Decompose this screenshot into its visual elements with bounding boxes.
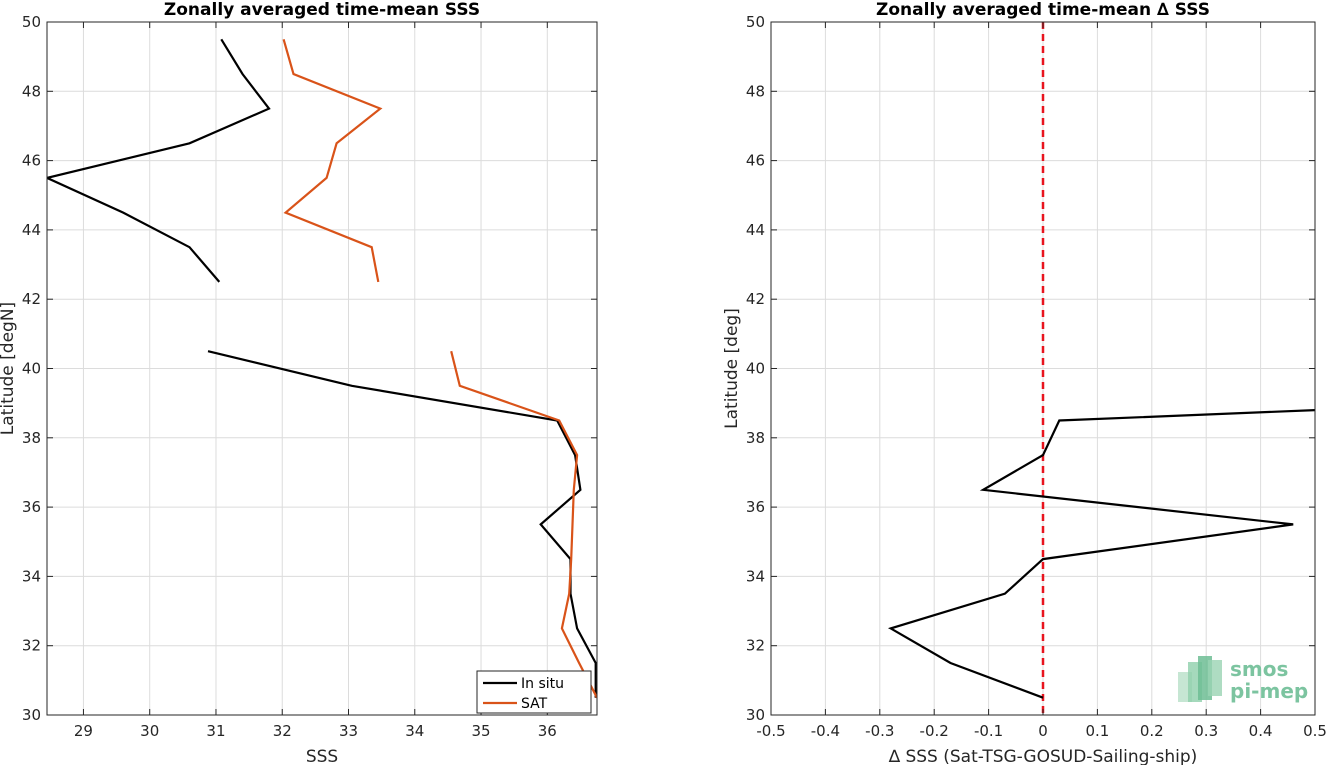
y-tick-label: 46 bbox=[746, 152, 765, 170]
x-axis-label: SSS bbox=[306, 747, 338, 765]
x-tick-label: 0.3 bbox=[1194, 722, 1218, 740]
y-tick-label: 38 bbox=[746, 429, 765, 447]
x-tick-label: 0.5 bbox=[1303, 722, 1327, 740]
x-tick-label: 0.4 bbox=[1249, 722, 1273, 740]
series-line-sat-seg-1 bbox=[450, 350, 597, 699]
x-tick-label: 32 bbox=[273, 722, 292, 740]
x-tick-label: -0.5 bbox=[756, 722, 785, 740]
y-tick-label: 30 bbox=[746, 706, 765, 724]
x-tick-label: -0.1 bbox=[974, 722, 1003, 740]
legend-entry: In situ bbox=[521, 676, 564, 692]
series-line-in-situ-seg-1 bbox=[207, 350, 597, 698]
y-tick-label: 42 bbox=[746, 290, 765, 308]
y-tick-label: 40 bbox=[22, 360, 41, 378]
y-tick-label: 36 bbox=[746, 498, 765, 516]
y-tick-label: 36 bbox=[22, 498, 41, 516]
y-tick-label: 48 bbox=[746, 82, 765, 100]
smos-pi-mep-logo: smos pi-mep bbox=[1178, 656, 1308, 703]
x-axis-label: ∆ SSS (Sat-TSG-GOSUD-Sailing-ship) bbox=[888, 747, 1198, 765]
x-tick-label: 29 bbox=[74, 722, 93, 740]
x-tick-label: 31 bbox=[206, 722, 225, 740]
y-tick-label: 34 bbox=[746, 567, 765, 585]
x-tick-label: 35 bbox=[471, 722, 490, 740]
y-tick-label: 40 bbox=[746, 360, 765, 378]
x-tick-label: -0.3 bbox=[865, 722, 894, 740]
x-tick-label: 34 bbox=[405, 722, 424, 740]
y-axis-label: Latitude [degN] bbox=[0, 302, 18, 435]
y-tick-label: 38 bbox=[22, 429, 41, 447]
y-tick-label: 48 bbox=[22, 82, 41, 100]
y-tick-label: 50 bbox=[746, 13, 765, 31]
x-tick-label: 30 bbox=[140, 722, 159, 740]
x-tick-label: 0.1 bbox=[1085, 722, 1109, 740]
y-axis-label: Latitude [deg] bbox=[722, 308, 742, 429]
chart-title: Zonally averaged time-mean ∆ SSS bbox=[876, 0, 1210, 20]
y-tick-label: 50 bbox=[22, 13, 41, 31]
logo-wave-icon bbox=[1178, 656, 1222, 702]
y-tick-label: 32 bbox=[746, 637, 765, 655]
y-tick-label: 44 bbox=[22, 221, 41, 239]
series-line-sat-seg-0 bbox=[282, 38, 383, 283]
y-tick-label: 32 bbox=[22, 637, 41, 655]
y-tick-label: 34 bbox=[22, 567, 41, 585]
series-line-0-seg-0 bbox=[887, 409, 1315, 699]
right-panel-delta-sss: -0.5 -0.4 -0.3 -0.2 -0.1 0 0.1 0.2 0.3 0.4 0.5 30 32… bbox=[722, 0, 1327, 765]
y-tick-label: 42 bbox=[22, 290, 41, 308]
x-tick-label: 36 bbox=[538, 722, 557, 740]
left-panel-sss: 29 30 31 32 33 34 35 36 30 32 34 36 38 40 42 44 46 48 50 Zo… bbox=[0, 0, 598, 765]
logo-line2: pi-mep bbox=[1230, 679, 1308, 703]
x-tick-label: 0.2 bbox=[1140, 722, 1164, 740]
x-tick-label: -0.4 bbox=[811, 722, 840, 740]
logo-line1: smos bbox=[1230, 657, 1288, 681]
x-tick-label: 33 bbox=[339, 722, 358, 740]
chart-title: Zonally averaged time-mean SSS bbox=[164, 0, 480, 20]
legend: In situ SAT bbox=[476, 670, 592, 714]
y-tick-label: 46 bbox=[22, 152, 41, 170]
legend-entry: SAT bbox=[521, 696, 548, 712]
y-tick-label: 44 bbox=[746, 221, 765, 239]
series-line-in-situ-seg-0 bbox=[47, 38, 271, 283]
legend-box bbox=[476, 670, 592, 714]
x-tick-label: -0.2 bbox=[920, 722, 949, 740]
x-tick-label: 0 bbox=[1038, 722, 1048, 740]
y-tick-label: 30 bbox=[22, 706, 41, 724]
